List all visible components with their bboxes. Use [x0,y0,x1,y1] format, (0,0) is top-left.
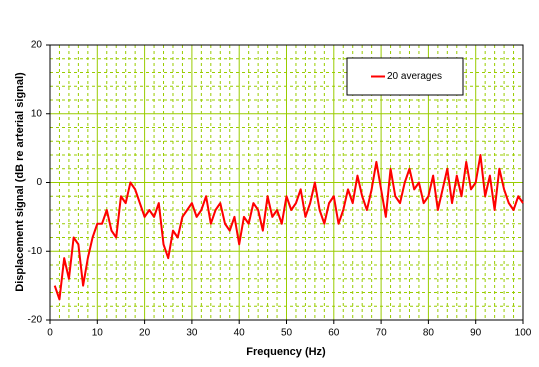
x-tick-label: 10 [92,328,104,339]
x-tick-label: 90 [470,328,482,339]
y-tick-label: -10 [28,246,43,257]
y-tick-label: -20 [28,315,43,326]
x-tick-label: 80 [423,328,435,339]
x-tick-label: 20 [139,328,151,339]
y-axis-title: Displacement signal (dB re arterial sign… [14,72,26,292]
x-tick-label: 100 [515,328,532,339]
y-tick-label: 20 [31,40,43,51]
x-tick-label: 50 [281,328,293,339]
x-tick-label: 70 [376,328,388,339]
x-axis-title: Frequency (Hz) [246,346,326,358]
y-tick-label: 0 [36,177,42,188]
x-tick-label: 30 [186,328,198,339]
x-tick-label: 40 [234,328,246,339]
y-tick-label: 10 [31,108,43,119]
legend-box [346,57,464,96]
data-line [53,154,524,301]
plot-border [49,44,524,321]
x-tick-label: 0 [47,328,53,339]
x-tick-label: 60 [328,328,340,339]
legend-label: 20 averages [387,71,442,82]
